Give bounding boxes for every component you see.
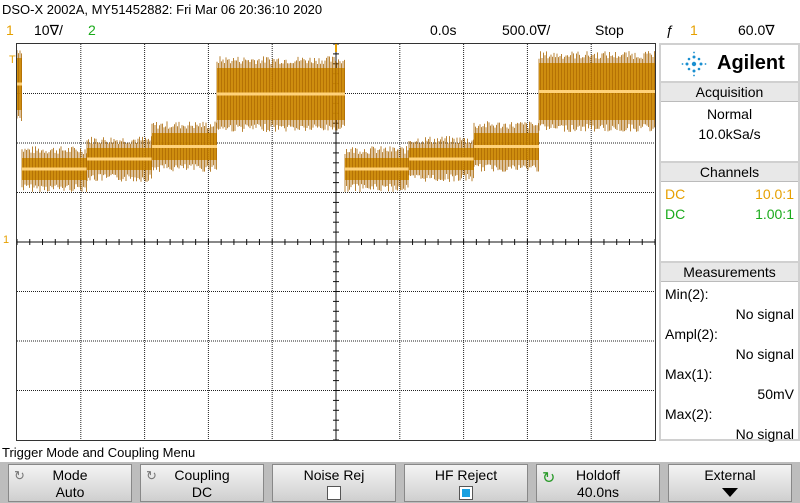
trigger-source[interactable]: 1: [690, 22, 698, 38]
time-delay[interactable]: 0.0s: [430, 22, 457, 38]
measurement-label: Max(1):: [665, 366, 713, 382]
softkey-label: Coupling: [174, 467, 230, 483]
measurement-value: 50mV: [757, 386, 794, 402]
time-scale[interactable]: 500.0∇/: [502, 22, 551, 38]
measurement-label: Min(2):: [665, 286, 709, 302]
ch1-probe: 10.0:1: [755, 186, 794, 202]
trigger-position-marker: T: [9, 54, 16, 66]
acquisition-rate: 10.0kSa/s: [698, 126, 761, 142]
ch2-probe: 1.00:1: [755, 206, 794, 222]
softkey-label: Mode: [52, 467, 88, 483]
ch1-coupling: DC: [665, 186, 686, 202]
holdoff-softkey[interactable]: ↻ Holdoff 40.0ns: [536, 464, 660, 502]
side-panel: Agilent Acquisition Normal 10.0kSa/s Cha…: [659, 43, 800, 442]
ch2-number[interactable]: 2: [88, 22, 96, 38]
acquisition-mode: Normal: [706, 106, 753, 122]
hf-reject-checkbox[interactable]: [459, 486, 473, 500]
ch1-number[interactable]: 1: [6, 22, 14, 38]
ch1-scale[interactable]: 10∇/: [34, 22, 63, 38]
ch1-ground-marker: 1: [3, 234, 10, 246]
menu-title: Trigger Mode and Coupling Menu: [2, 445, 196, 460]
softkey-bar: ↻ Mode Auto ↻ Coupling DC Noise Rej HF R…: [0, 462, 800, 503]
submenu-arrow-icon: [722, 488, 738, 497]
measurement-value: No signal: [735, 346, 794, 362]
measurements-box[interactable]: Measurements Min(2): No signal Ampl(2): …: [661, 263, 798, 442]
measurement-value: No signal: [735, 426, 794, 442]
acquisition-heading: Acquisition: [661, 83, 798, 102]
mode-softkey[interactable]: ↻ Mode Auto: [8, 464, 132, 502]
waveform-display[interactable]: T 1: [3, 43, 656, 441]
rotate-knob-icon: ↻: [542, 470, 556, 487]
channels-box[interactable]: Channels DC 10.0:1 DC 1.00:1: [661, 163, 798, 261]
rotate-knob-icon: ↻: [14, 468, 25, 483]
softkey-value: DC: [191, 484, 213, 500]
status-bar: 1 10∇/ 2 0.0s 500.0∇/ Stop ƒ 1 60.0∇: [0, 22, 800, 40]
agilent-spark-icon: [681, 51, 707, 77]
noise-rej-softkey[interactable]: Noise Rej: [272, 464, 396, 502]
waveform-svg: [17, 44, 655, 440]
brand-name: Agilent: [717, 52, 785, 74]
rotate-knob-icon: ↻: [146, 468, 157, 483]
noise-rej-checkbox[interactable]: [327, 486, 341, 500]
ch2-coupling: DC: [665, 206, 686, 222]
softkey-label: External: [704, 467, 756, 483]
softkey-value: Auto: [55, 484, 85, 500]
measurement-value: No signal: [735, 306, 794, 322]
channel-row-1: DC 10.0:1: [661, 184, 798, 204]
window-title: DSO-X 2002A, MY51452882: Fri Mar 06 20:3…: [2, 2, 323, 17]
trigger-level[interactable]: 60.0∇: [738, 22, 775, 38]
hf-reject-softkey[interactable]: HF Reject: [404, 464, 528, 502]
softkey-label: HF Reject: [434, 467, 498, 483]
softkey-label: Holdoff: [575, 467, 621, 483]
channels-heading: Channels: [661, 163, 798, 182]
external-softkey[interactable]: External: [668, 464, 792, 502]
trigger-slope-icon: ƒ: [666, 22, 674, 38]
acquisition-box[interactable]: Acquisition Normal 10.0kSa/s: [661, 83, 798, 161]
softkey-label: Noise Rej: [303, 467, 365, 483]
measurement-label: Max(2):: [665, 406, 713, 422]
measurements-heading: Measurements: [661, 263, 798, 282]
measurement-label: Ampl(2):: [665, 326, 718, 342]
run-state[interactable]: Stop: [595, 22, 624, 38]
channel-row-2: DC 1.00:1: [661, 204, 798, 224]
coupling-softkey[interactable]: ↻ Coupling DC: [140, 464, 264, 502]
softkey-value: 40.0ns: [576, 484, 620, 500]
brand-logo: Agilent: [661, 45, 798, 81]
